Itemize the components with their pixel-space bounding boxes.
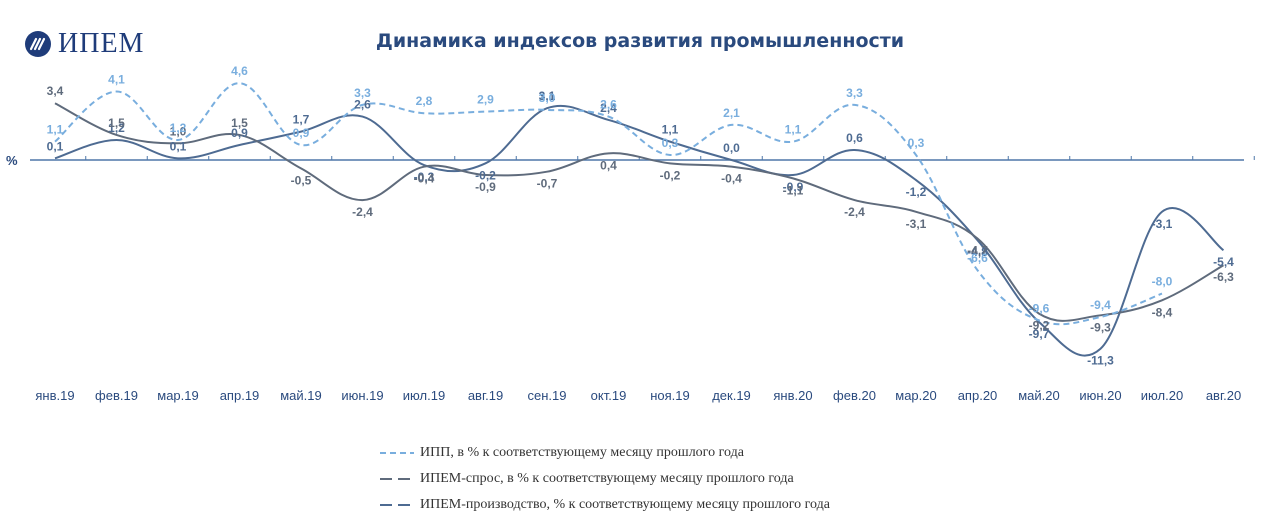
series-line-production [54, 104, 1225, 357]
data-label-ipp: 1,1 [47, 123, 64, 137]
data-label-ipp: -9,4 [1090, 298, 1111, 312]
data-label-production: 0,0 [723, 141, 740, 155]
x-tick-label: окт.19 [591, 388, 627, 403]
x-tick-label: июл.19 [403, 388, 445, 403]
x-tick-label: мар.19 [157, 388, 198, 403]
data-label-demand: -9,3 [1090, 320, 1111, 334]
x-tick-label: июн.20 [1079, 388, 1121, 403]
data-label-demand: -1,1 [783, 183, 804, 197]
legend-swatch [380, 452, 414, 454]
data-label-ipp: 2,6 [600, 98, 617, 112]
data-label-production: -4,8 [967, 245, 988, 259]
x-tick-label: июн.19 [341, 388, 383, 403]
data-label-demand: -2,4 [844, 205, 865, 219]
data-label-ipp: 0,3 [662, 136, 679, 150]
data-label-production: -1,2 [906, 185, 927, 199]
x-tick-label: май.20 [1018, 388, 1060, 403]
data-label-demand: -9,2 [1029, 319, 1050, 333]
legend-swatch [380, 478, 414, 480]
y-axis-label: % [6, 153, 18, 168]
legend-label: ИПЕМ-производство, % к соответствующему … [420, 497, 830, 512]
x-tick-label: авг.20 [1206, 388, 1241, 403]
data-label-demand: -0,4 [721, 172, 742, 186]
data-label-ipp: 1,1 [785, 123, 802, 137]
x-tick-label: сен.19 [528, 388, 567, 403]
data-label-production: 2,6 [354, 98, 371, 112]
data-label-demand: 1,5 [108, 116, 125, 130]
legend: ИПП, в % к соответствующему месяцу прошл… [380, 440, 830, 518]
data-label-demand: -3,1 [906, 217, 927, 231]
data-label-production: -3,1 [1152, 217, 1173, 231]
data-label-production: 0,1 [47, 139, 64, 153]
data-label-demand: 1,5 [231, 116, 248, 130]
data-label-production: -0,2 [475, 168, 496, 182]
data-label-demand: -0,7 [537, 177, 558, 191]
data-label-demand: -0,9 [475, 180, 496, 194]
data-label-ipp: -6,6 [967, 251, 988, 265]
data-label-production: -0,3 [414, 170, 435, 184]
data-label-production: 2,4 [600, 101, 617, 115]
data-label-demand: -8,4 [1152, 305, 1173, 319]
x-tick-label: май.19 [280, 388, 322, 403]
data-label-production: 0,6 [846, 131, 863, 145]
data-label-demand: 3,4 [47, 84, 64, 98]
data-label-ipp: 3,0 [539, 91, 556, 105]
data-label-ipp: 3,3 [846, 86, 863, 100]
data-label-production: 1,2 [108, 121, 125, 135]
data-label-ipp: 4,1 [108, 73, 125, 87]
data-label-ipp: -8,0 [1152, 275, 1173, 289]
data-label-production: 1,1 [662, 123, 679, 137]
x-tick-label: апр.19 [220, 388, 260, 403]
series-line-ipp [54, 82, 1163, 326]
x-tick-label: апр.20 [958, 388, 998, 403]
legend-label: ИПЕМ-спрос, в % к соответствующему месяц… [420, 471, 794, 486]
legend-label: ИПП, в % к соответствующему месяцу прошл… [420, 445, 744, 460]
x-tick-label: июл.20 [1141, 388, 1183, 403]
series-line-demand [54, 102, 1224, 322]
data-label-demand: -4,7 [967, 243, 988, 257]
data-label-demand: -0,4 [414, 172, 435, 186]
data-label-production: -0,9 [783, 180, 804, 194]
legend-item-production: ИПЕМ-производство, % к соответствующему … [380, 492, 830, 518]
data-label-production: -9,7 [1029, 327, 1050, 341]
x-tick-label: янв.19 [35, 388, 74, 403]
data-label-production: 1,7 [293, 113, 310, 127]
data-label-ipp: 0,9 [293, 126, 310, 140]
data-label-production: -5,4 [1213, 255, 1234, 269]
data-label-demand: -2,4 [352, 205, 373, 219]
data-label-production: 3,1 [539, 89, 556, 103]
x-tick-label: дек.19 [712, 388, 751, 403]
data-label-ipp: 2,9 [477, 93, 494, 107]
data-label-demand: -0,5 [291, 173, 312, 187]
data-label-production: 0,1 [170, 139, 187, 153]
data-label-demand: -0,2 [660, 168, 681, 182]
logo: ИПЕМ [24, 28, 144, 60]
chart-title: Динамика индексов развития промышленност… [375, 30, 905, 52]
data-label-demand: 0,4 [600, 158, 617, 172]
x-tick-label: ноя.19 [650, 388, 690, 403]
data-label-ipp: 2,1 [723, 106, 740, 120]
data-label-ipp: -9,6 [1029, 301, 1050, 315]
logo-text: ИПЕМ [58, 28, 145, 59]
data-label-demand: 1,0 [170, 124, 187, 138]
data-label-ipp: 1,2 [170, 121, 187, 135]
data-label-production: -11,3 [1087, 354, 1114, 368]
x-tick-label: авг.19 [468, 388, 503, 403]
data-label-ipp: 4,6 [231, 64, 248, 78]
x-tick-label: янв.20 [773, 388, 812, 403]
x-tick-label: мар.20 [895, 388, 936, 403]
legend-item-ipp: ИПП, в % к соответствующему месяцу прошл… [380, 440, 830, 466]
data-label-demand: -6,3 [1213, 270, 1234, 284]
chart-area: % 0,11,20,10,91,72,6-0,3 -0,23,12,41,10,0… [6, 64, 1255, 403]
data-label-ipp: 3,3 [354, 86, 371, 100]
data-label-production: 0,9 [231, 126, 248, 140]
x-tick-label: фев.19 [95, 388, 138, 403]
legend-item-demand: ИПЕМ-спрос, в % к соответствующему месяц… [380, 466, 830, 492]
x-tick-label: фев.20 [833, 388, 876, 403]
data-label-ipp: 2,8 [416, 94, 433, 108]
logo-icon [25, 31, 51, 57]
data-label-ipp: 0,3 [908, 136, 925, 150]
legend-swatch [380, 504, 414, 506]
